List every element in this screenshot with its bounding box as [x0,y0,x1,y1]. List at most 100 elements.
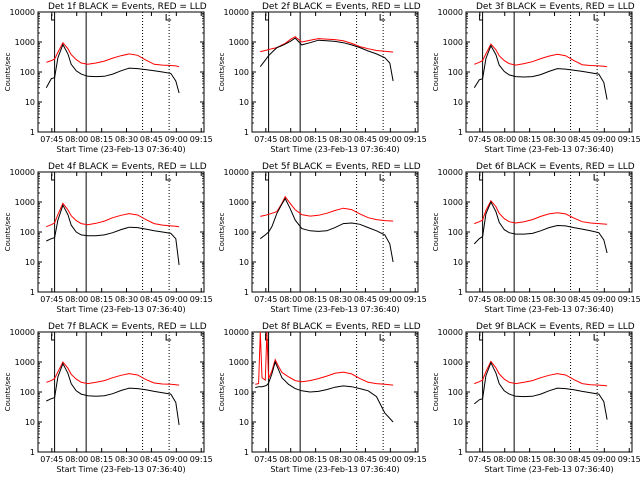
lld-series-line [260,36,394,53]
lld-series-line [474,360,608,387]
x-tick-label: 09:00 [165,135,188,144]
x-tick-label: 09:15 [618,455,640,464]
events-series-line [259,37,394,82]
chart-title: Det 6f BLACK = Events, RED = LLD [476,162,635,172]
y-tick-label: 100 [448,68,463,77]
y-tick-label: 10000 [438,328,463,337]
y-tick-label: 10 [453,258,463,267]
events-series-line [46,362,180,425]
x-tick-label: 09:15 [618,135,640,144]
y-axis-label: Counts/sec [218,213,226,252]
x-tick-label: 09:00 [593,295,616,304]
lld-series-line [255,332,394,386]
x-tick-label: 07:45 [254,455,277,464]
x-tick-label: 09:00 [593,135,616,144]
y-tick-label: 100 [234,388,249,397]
y-tick-label: 10 [25,418,35,427]
y-axis-label: Counts/sec [218,53,226,92]
y-axis-label: Counts/sec [4,213,12,252]
y-axis-label: Counts/sec [432,373,440,412]
start-marker-tag [265,174,269,181]
end-marker-tag [165,174,172,181]
x-tick-label: 08:00 [493,135,516,144]
x-tick-label: 09:15 [190,135,213,144]
end-marker-tag [379,334,386,341]
y-tick-label: 1 [244,448,249,457]
end-marker-tag [379,174,386,181]
x-axis-label: Start Time (23-Feb-13 07:36:40) [56,305,185,314]
start-marker-tag [51,14,55,21]
chart-title: Det 5f BLACK = Events, RED = LLD [262,162,421,172]
x-tick-label: 08:45 [354,295,377,304]
lld-series-line [46,41,180,68]
y-tick-label: 1000 [443,358,463,367]
x-axis-label: Start Time (23-Feb-13 07:36:40) [270,465,399,474]
start-marker-tag [51,334,55,341]
x-tick-label: 08:15 [304,135,327,144]
y-tick-label: 1000 [229,198,249,207]
events-series-line [473,361,608,420]
x-tick-label: 08:30 [329,135,352,144]
y-tick-label: 100 [234,228,249,237]
chart-panel-3: Det 3f BLACK = Events, RED = LLD Counts/s… [432,2,640,154]
chart-panel-8: Det 8f BLACK = Events, RED = LLD Counts/s… [218,322,427,474]
end-marker-tag [593,14,600,21]
x-tick-label: 08:15 [518,295,541,304]
y-axis-label: Counts/sec [432,213,440,252]
y-tick-label: 1 [30,448,35,457]
x-tick-label: 09:00 [379,295,402,304]
y-tick-label: 1 [30,288,35,297]
y-tick-label: 10 [25,98,35,107]
x-tick-label: 08:30 [115,455,138,464]
x-tick-label: 09:00 [165,295,188,304]
lld-series-line [260,195,394,222]
plot-frame [37,171,205,293]
y-tick-label: 10000 [10,8,35,17]
end-marker-tag [165,334,172,341]
lld-series-line [46,361,180,386]
x-tick-label: 09:15 [190,295,213,304]
x-tick-label: 07:45 [40,295,63,304]
x-tick-label: 08:00 [279,295,302,304]
x-tick-label: 07:45 [254,295,277,304]
y-tick-label: 1000 [15,198,35,207]
plot-frame [251,171,419,293]
y-tick-label: 10 [25,258,35,267]
y-tick-label: 10 [453,98,463,107]
chart-panel-2: Det 2f BLACK = Events, RED = LLD Counts/s… [218,2,427,154]
plot-frame [465,171,633,293]
y-tick-label: 10000 [224,328,249,337]
y-axis-label: Counts/sec [432,53,440,92]
chart-panel-9: Det 9f BLACK = Events, RED = LLD Counts/s… [432,322,640,474]
plot-frame [465,11,633,133]
x-tick-label: 08:15 [90,135,113,144]
x-tick-label: 07:45 [254,135,277,144]
x-tick-label: 07:45 [40,135,63,144]
x-tick-label: 08:15 [304,455,327,464]
y-tick-label: 10000 [10,328,35,337]
x-tick-label: 09:15 [190,455,213,464]
x-axis-label: Start Time (23-Feb-13 07:36:40) [484,465,613,474]
y-tick-label: 100 [20,68,35,77]
y-tick-label: 10 [239,98,249,107]
start-marker-tag [265,14,269,21]
x-tick-label: 09:15 [404,295,427,304]
x-axis-label: Start Time (23-Feb-13 07:36:40) [270,305,399,314]
y-tick-label: 10 [239,418,249,427]
x-tick-label: 08:00 [493,455,516,464]
y-tick-label: 100 [20,388,35,397]
y-tick-label: 10 [239,258,249,267]
x-tick-label: 08:30 [115,135,138,144]
events-series-line [255,360,394,423]
y-tick-label: 10000 [438,8,463,17]
plot-frame [465,331,633,453]
x-tick-label: 08:30 [329,295,352,304]
lld-series-line [46,202,180,228]
x-tick-label: 08:45 [354,135,377,144]
chart-panel-7: Det 7f BLACK = Events, RED = LLD Counts/s… [4,322,213,474]
events-series-line [473,200,608,254]
x-tick-label: 08:30 [543,295,566,304]
chart-panel-4: Det 4f BLACK = Events, RED = LLD Counts/s… [4,162,213,314]
x-tick-label: 08:00 [65,295,88,304]
y-tick-label: 1000 [229,38,249,47]
